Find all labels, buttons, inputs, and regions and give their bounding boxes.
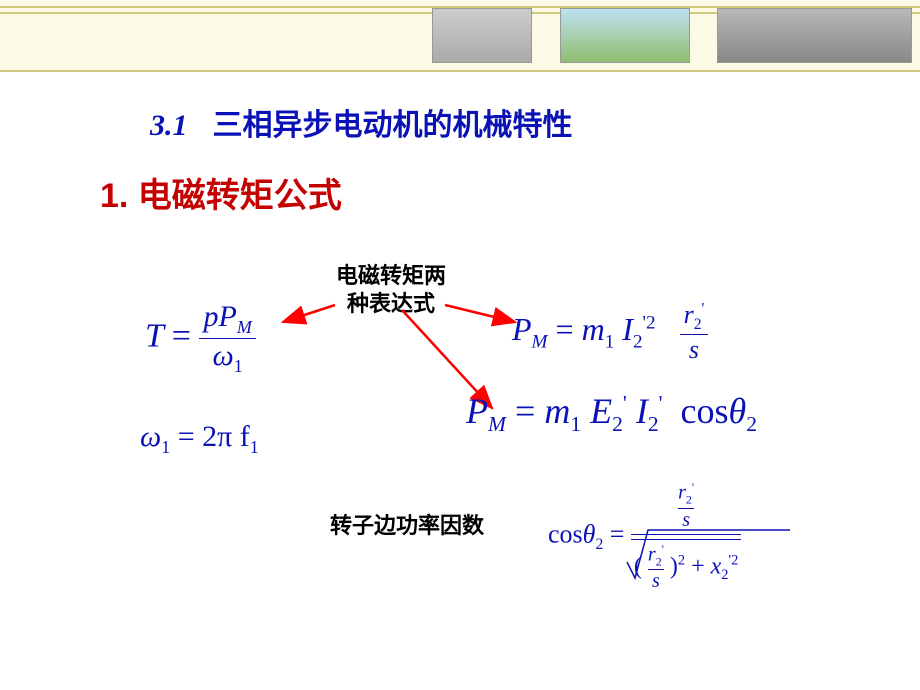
eqC-lp: ( bbox=[634, 553, 642, 579]
header-bar bbox=[0, 0, 920, 72]
eqC-nrp: ' bbox=[692, 480, 694, 494]
eqC-x: x bbox=[711, 553, 722, 579]
eqW-omega: ω bbox=[140, 420, 161, 453]
annotation-rotor-pf: 转子边功率因数 bbox=[330, 508, 484, 540]
section-title: 3.1 三相异步电动机的机械特性 bbox=[150, 100, 573, 144]
arrow-to-PM1 bbox=[445, 305, 515, 322]
eqP1-rs: 2 bbox=[694, 316, 702, 333]
eq-T-lhs: T bbox=[145, 317, 163, 354]
eqP2-P: P bbox=[466, 391, 488, 431]
equation-costheta2: cosθ2 = r2' s ( r2' s )2 + x2'2 bbox=[548, 480, 741, 593]
eqP1-1: 1 bbox=[605, 331, 615, 352]
eqP1-s: s bbox=[689, 335, 699, 364]
annotation-two-forms-l1: 电磁转矩两 bbox=[336, 263, 446, 288]
eqP2-M: M bbox=[488, 412, 506, 436]
eqC-dr: r bbox=[648, 543, 656, 565]
eqP2-I2: 2 bbox=[648, 412, 659, 436]
equation-omega1: ω1 = 2π f1 bbox=[140, 420, 259, 458]
eqC-xp2: '2 bbox=[729, 552, 739, 568]
eqP2-1: 1 bbox=[570, 412, 581, 436]
eqC-x2: 2 bbox=[721, 567, 728, 583]
eqC-nr: r bbox=[678, 482, 686, 504]
eqC-ds: s bbox=[652, 570, 660, 592]
eq-T-den: ω bbox=[213, 339, 234, 372]
eqC-eq: = bbox=[610, 520, 631, 549]
eq-T-num-sub: M bbox=[237, 317, 252, 337]
eq-T-den-sub: 1 bbox=[234, 356, 243, 376]
eqP2-Ep: ' bbox=[623, 391, 627, 415]
eqP1-M: M bbox=[532, 331, 548, 352]
equation-PM1: PM = m1 I2'2 r2' s bbox=[512, 300, 708, 365]
eqC-p2: 2 bbox=[678, 552, 685, 568]
eqC-th2: 2 bbox=[595, 536, 603, 553]
section-title-text: 三相异步电动机的机械特性 bbox=[213, 109, 573, 142]
equation-PM2: PM = m1 E2' I2' cosθ2 bbox=[466, 390, 757, 437]
eqP2-E2: 2 bbox=[612, 412, 623, 436]
eqC-nrs: 2 bbox=[686, 493, 692, 507]
section-number: 3.1 bbox=[150, 109, 188, 142]
eqC-cos: cos bbox=[548, 520, 583, 549]
eqC-drp: ' bbox=[662, 542, 664, 556]
header-image-motor bbox=[432, 8, 532, 63]
eqP2-m: m bbox=[544, 391, 570, 431]
eq-T-num: pP bbox=[203, 300, 236, 333]
eqC-th: θ bbox=[583, 520, 596, 549]
eqP1-P: P bbox=[512, 311, 532, 347]
eqP1-2: 2 bbox=[633, 331, 643, 352]
eqW-rhs: = 2π f bbox=[178, 420, 250, 453]
eqW-sub1: 1 bbox=[161, 437, 170, 457]
eqP1-r: r bbox=[684, 300, 694, 329]
eqP2-cos: cos bbox=[681, 391, 729, 431]
eqC-ns: s bbox=[682, 509, 690, 531]
eqP2-I: I bbox=[636, 391, 648, 431]
equation-T: T = pPM ω1 bbox=[145, 300, 256, 377]
eqP1-m: m bbox=[582, 311, 605, 347]
annotation-two-forms: 电磁转矩两 种表达式 bbox=[336, 262, 446, 317]
eqW-sub2: 1 bbox=[250, 437, 259, 457]
eqP2-eq: = bbox=[515, 391, 544, 431]
eqP1-p2: '2 bbox=[643, 312, 656, 333]
eqC-drs: 2 bbox=[656, 554, 662, 568]
eqP2-E: E bbox=[590, 391, 612, 431]
header-image-transformer bbox=[717, 8, 912, 63]
arrow-to-T bbox=[283, 305, 335, 322]
annotation-two-forms-l2: 种表达式 bbox=[347, 291, 435, 316]
eqP1-rp: ' bbox=[702, 300, 705, 317]
eqC-rp: ) bbox=[670, 553, 678, 579]
eqP1-eq: = bbox=[556, 311, 582, 347]
eqP2-Ip: ' bbox=[659, 391, 663, 415]
eqP2-th: θ bbox=[729, 391, 747, 431]
eqC-plus: + bbox=[691, 553, 711, 579]
subheading: 1. 电磁转矩公式 bbox=[100, 168, 342, 217]
eqP2-th2: 2 bbox=[746, 412, 757, 436]
header-image-windturbine bbox=[560, 8, 690, 63]
eqP1-I: I bbox=[622, 311, 633, 347]
